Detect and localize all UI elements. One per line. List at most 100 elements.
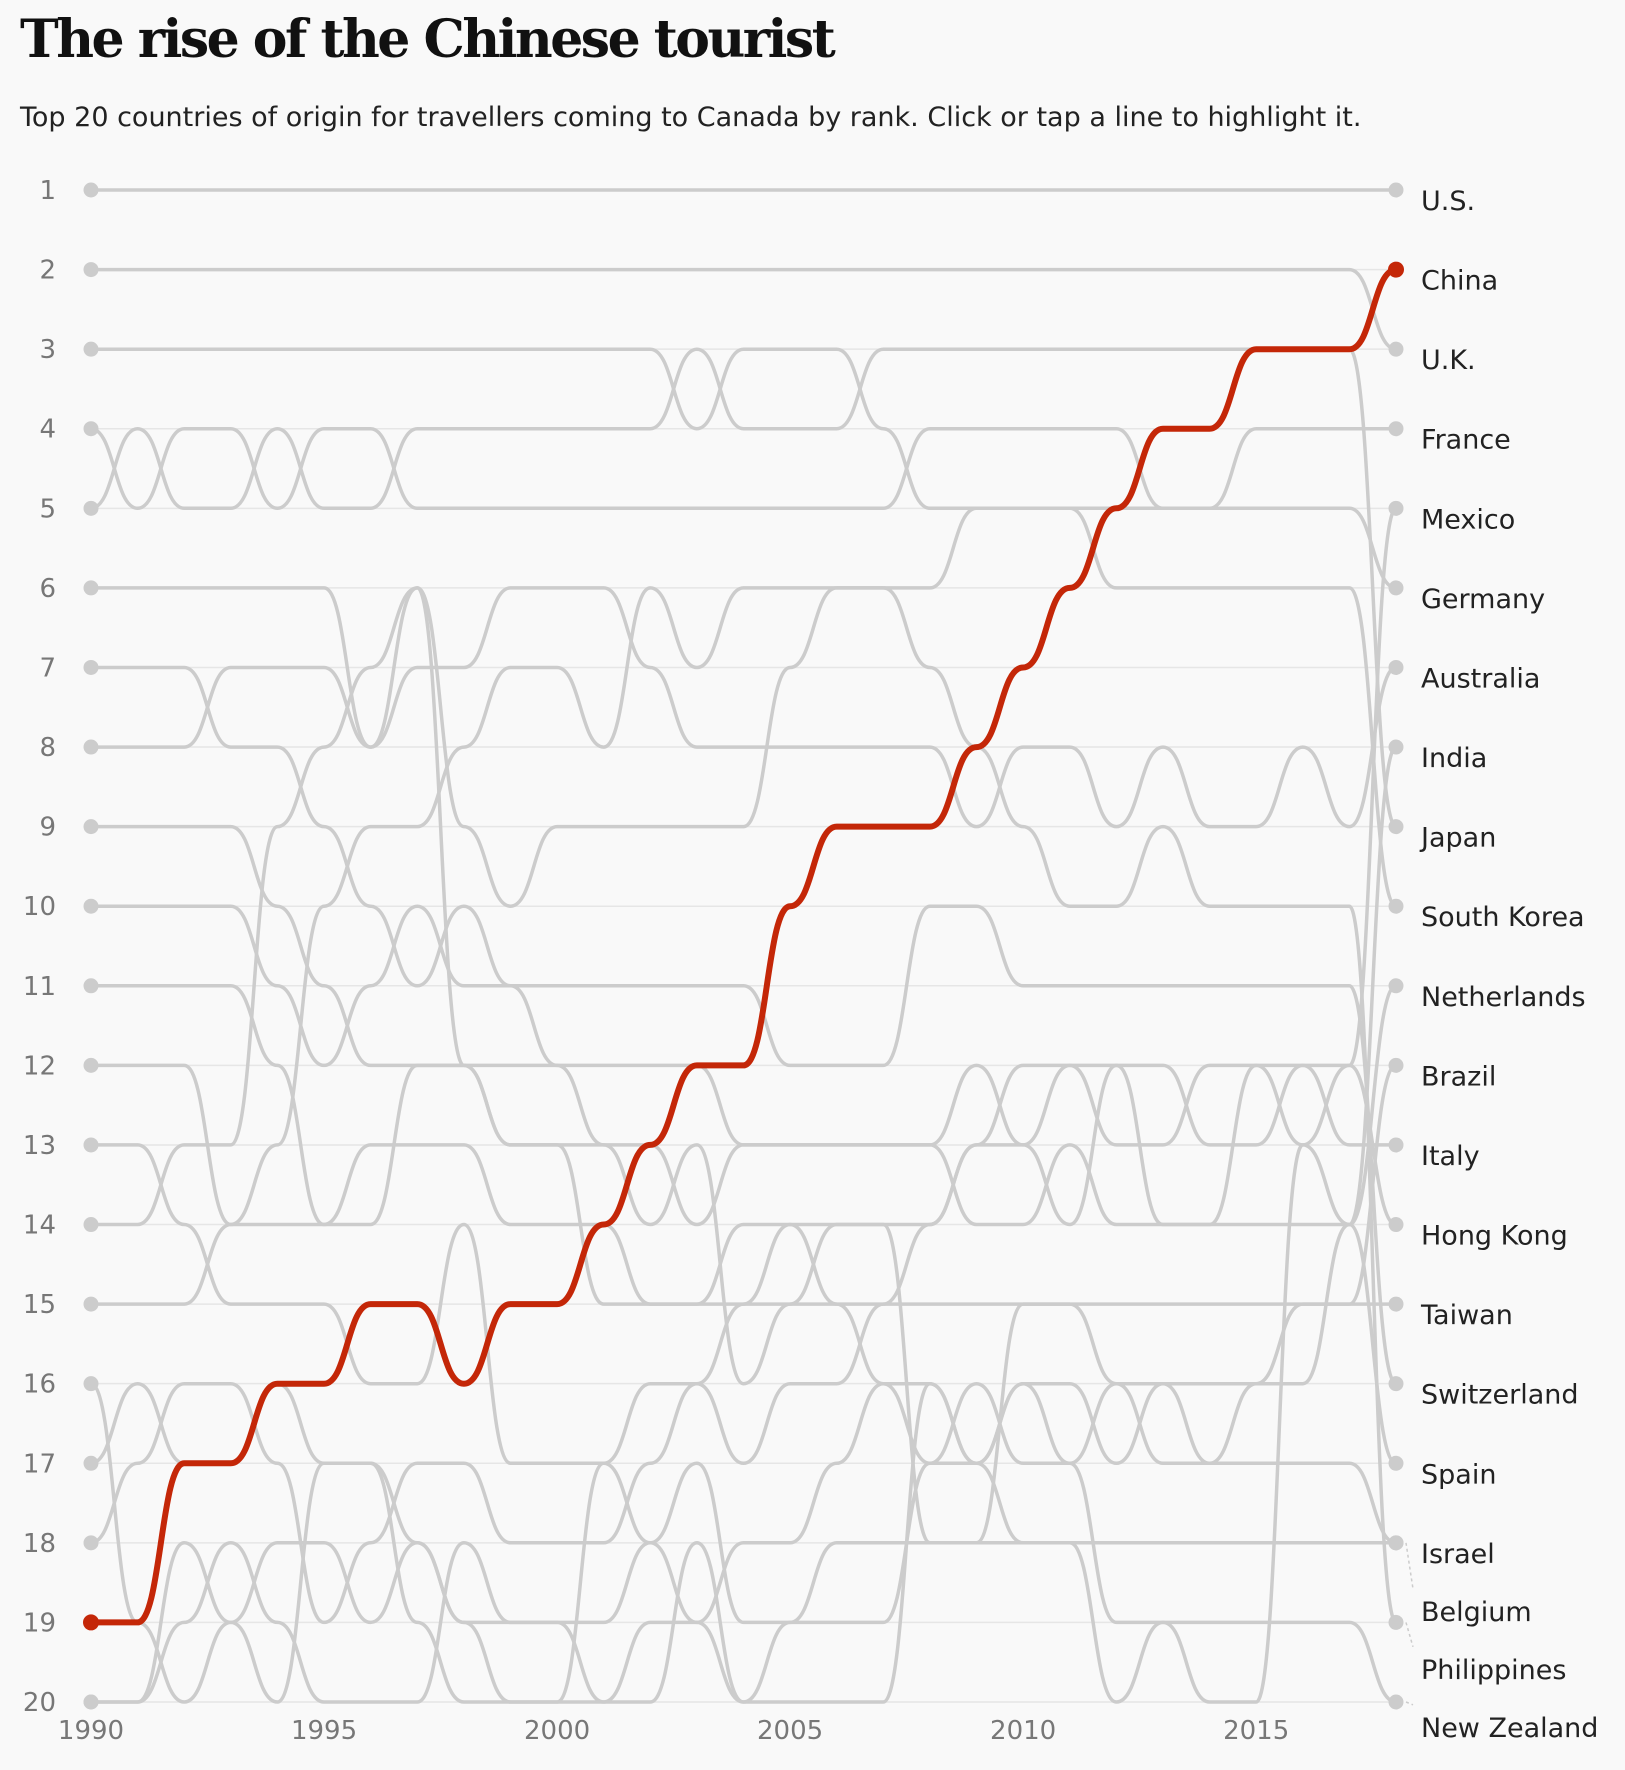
series-label-germany: Germany <box>1421 584 1545 615</box>
start-dot-israel <box>83 1137 99 1153</box>
start-dot-india <box>83 1535 99 1551</box>
start-dot-mexico <box>83 1376 99 1392</box>
series-label-spain: Spain <box>1421 1459 1496 1490</box>
end-dot-india <box>1388 739 1404 755</box>
series-line-italy[interactable] <box>89 984 1398 1306</box>
y-tick-4: 4 <box>39 415 56 445</box>
end-dot-taiwan <box>1388 1296 1404 1312</box>
start-dot-france <box>83 341 99 357</box>
series-line-new-zealand[interactable] <box>89 1381 1398 1704</box>
series-line-brazil[interactable] <box>89 1063 1398 1704</box>
series-label-south-korea: South Korea <box>1421 902 1585 933</box>
series-line-mexico[interactable] <box>89 506 1398 1704</box>
end-dot-germany <box>1388 580 1404 596</box>
end-dot-u-k <box>1388 341 1404 357</box>
x-tick-1995: 1995 <box>291 1716 357 1746</box>
y-tick-3: 3 <box>39 335 56 365</box>
y-tick-15: 15 <box>23 1290 56 1320</box>
series-line-china[interactable] <box>88 266 1399 1626</box>
end-dot-u-s <box>1388 182 1404 198</box>
x-tick-1990: 1990 <box>58 1716 124 1746</box>
x-axis-ticks: 1990 1995 2000 2005 2010 2015 <box>58 1716 1289 1746</box>
series-label-taiwan: Taiwan <box>1420 1300 1513 1331</box>
chart-title: The rise of the Chinese tourist <box>20 9 836 70</box>
start-dot-hong-kong <box>83 580 99 596</box>
end-dot-south-korea <box>1388 898 1404 914</box>
series-line-germany[interactable] <box>89 426 1398 590</box>
series-line-israel[interactable] <box>89 1143 1398 1545</box>
start-dot-new-zealand <box>83 1694 99 1710</box>
start-dot-philippines <box>83 1296 99 1312</box>
start-dot-u-k <box>83 262 99 278</box>
series-label-u-s: U.S. <box>1421 186 1475 217</box>
y-tick-5: 5 <box>39 494 56 524</box>
y-tick-17: 17 <box>23 1449 56 1479</box>
series-label-belgium: Belgium <box>1421 1597 1532 1628</box>
y-tick-13: 13 <box>23 1131 56 1161</box>
y-tick-8: 8 <box>39 733 56 763</box>
y-tick-10: 10 <box>23 892 56 922</box>
y-tick-20: 20 <box>23 1688 56 1718</box>
series-label-new-zealand: New Zealand <box>1421 1713 1598 1744</box>
series-line-australia[interactable] <box>89 586 1398 829</box>
y-tick-9: 9 <box>39 813 56 843</box>
series-label-philippines: Philippines <box>1421 1655 1566 1686</box>
series-line-switzerland[interactable] <box>89 665 1398 1386</box>
end-dot-switzerland <box>1388 1376 1404 1392</box>
x-tick-2015: 2015 <box>1223 1716 1289 1746</box>
series-label-india: India <box>1421 743 1487 774</box>
series-label-israel: Israel <box>1421 1539 1495 1570</box>
start-dot-taiwan <box>83 1455 99 1471</box>
y-tick-14: 14 <box>23 1211 56 1241</box>
series-label-japan: Japan <box>1419 823 1496 854</box>
start-dot-switzerland <box>83 659 99 675</box>
series-label-switzerland: Switzerland <box>1421 1380 1579 1411</box>
series-line-japan[interactable] <box>89 347 1398 829</box>
start-dot-japan <box>83 500 99 516</box>
end-dot-belgium <box>1388 1535 1404 1551</box>
start-dot-australia <box>83 739 99 755</box>
series-lines[interactable] <box>88 188 1399 1704</box>
end-dot-japan <box>1388 819 1404 835</box>
start-dot-u-s <box>83 182 99 198</box>
series-line-u-k[interactable] <box>89 267 1398 351</box>
end-dot-philippines <box>1388 1614 1404 1630</box>
label-leader-new-zealand <box>1405 1701 1414 1706</box>
y-tick-1: 1 <box>39 176 56 206</box>
series-line-india[interactable] <box>89 745 1398 1625</box>
x-tick-2005: 2005 <box>757 1716 823 1746</box>
end-dot-netherlands <box>1388 978 1404 994</box>
chart-subtitle: Top 20 countries of origin for traveller… <box>20 102 1362 133</box>
series-line-south-korea[interactable] <box>89 506 1398 1227</box>
start-dot-south-korea <box>83 1217 99 1233</box>
end-dot-brazil <box>1388 1057 1404 1073</box>
series-line-hong-kong[interactable] <box>89 586 1398 1386</box>
series-line-spain[interactable] <box>89 1063 1398 1466</box>
series-label-mexico: Mexico <box>1421 504 1515 535</box>
start-dot-spain <box>83 1057 99 1073</box>
series-label-italy: Italy <box>1421 1141 1480 1172</box>
y-tick-2: 2 <box>39 256 56 286</box>
label-leader-belgium <box>1405 1542 1414 1589</box>
series-line-taiwan[interactable] <box>89 1302 1398 1625</box>
start-dot-germany <box>83 421 99 437</box>
series-label-u-k: U.K. <box>1421 345 1476 376</box>
y-tick-18: 18 <box>23 1529 56 1559</box>
series-endpoints <box>83 182 1404 1710</box>
series-label-china: China <box>1421 266 1498 297</box>
start-dot-china <box>83 1614 99 1631</box>
series-label-france: France <box>1421 425 1511 456</box>
series-line-belgium[interactable] <box>89 824 1398 1545</box>
y-tick-16: 16 <box>23 1370 56 1400</box>
end-dot-china <box>1388 261 1404 278</box>
series-line-philippines[interactable] <box>89 586 1398 1625</box>
series-label-netherlands: Netherlands <box>1421 982 1586 1013</box>
end-dot-france <box>1388 421 1404 437</box>
y-tick-6: 6 <box>39 574 56 604</box>
x-tick-2010: 2010 <box>990 1716 1056 1746</box>
series-label-australia: Australia <box>1421 663 1540 694</box>
start-dot-belgium <box>83 819 99 835</box>
end-dot-italy <box>1388 1137 1404 1153</box>
